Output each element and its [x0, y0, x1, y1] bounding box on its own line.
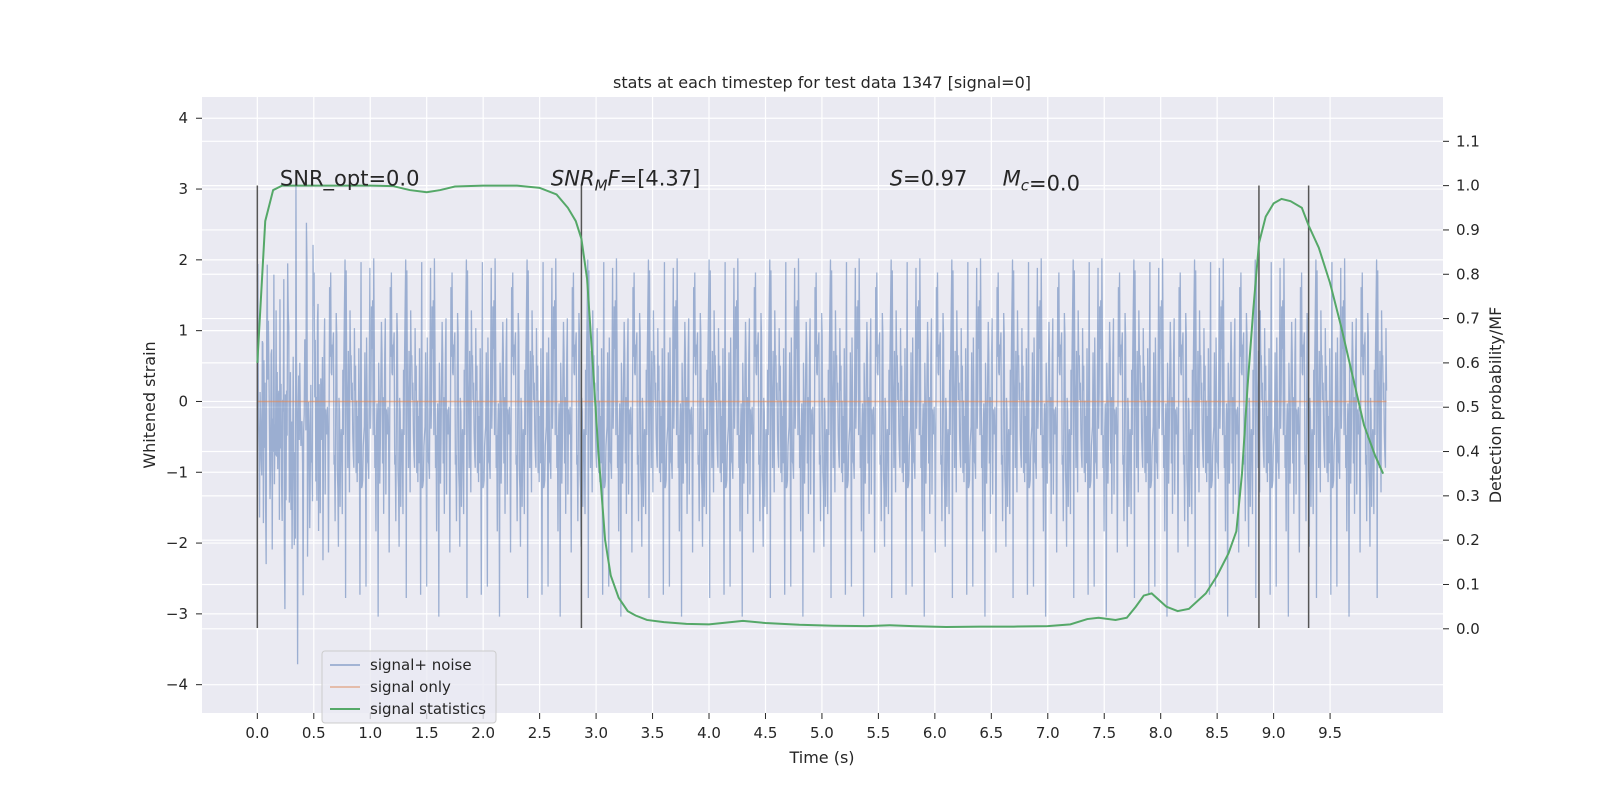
- x-tick-label: 1.5: [415, 724, 439, 742]
- y2-tick-label: 0.3: [1456, 487, 1480, 505]
- x-tick-label: 2.5: [528, 724, 552, 742]
- legend: signal+ noise signal only signal statistic…: [321, 650, 497, 724]
- y2-axis: 0.0 0.1 0.2 0.3 0.4 0.5 0.6 0.7 0.8 0.9 1.0 1.1: [1443, 132, 1480, 638]
- grid: [202, 97, 1443, 713]
- x-tick-label: 1.0: [358, 724, 382, 742]
- y-tick-label: −4: [166, 676, 188, 694]
- y-tick-label: 1: [178, 322, 188, 340]
- x-tick-label: 4.5: [754, 724, 778, 742]
- y-tick-label: 2: [178, 251, 188, 269]
- y2-tick-label: 0.1: [1456, 575, 1480, 593]
- legend-box: [321, 650, 497, 724]
- y-tick-label: −1: [166, 463, 188, 481]
- signal-statistics-line: [256, 184, 1385, 629]
- annotation-text: S=0.97: [890, 167, 968, 191]
- x-tick-label: 3.5: [641, 724, 665, 742]
- y-tick-label: −3: [166, 605, 188, 623]
- legend-label: signal+ noise: [370, 656, 472, 674]
- annotations: SNR_opt=0.0 SNRMF=[4.37] S=0.97 Mc=0.0: [280, 167, 1080, 196]
- chart-title: stats at each timestep for test data 134…: [613, 73, 1031, 92]
- vertical-markers: [256, 185, 1310, 629]
- x-tick-label: 8.5: [1205, 724, 1229, 742]
- x-tick-label: 7.5: [1092, 724, 1116, 742]
- y2-tick-label: 0.5: [1456, 398, 1480, 416]
- y-tick-label: 0: [178, 392, 188, 410]
- x-tick-label: 9.0: [1262, 724, 1286, 742]
- y2-tick-label: 0.0: [1456, 620, 1480, 638]
- x-axis-label: Time (s): [788, 748, 854, 767]
- y-axis-label: Whitened strain: [140, 341, 159, 468]
- x-tick-label: 8.0: [1149, 724, 1173, 742]
- x-tick-label: 6.0: [923, 724, 947, 742]
- annotation-text: SNRMF=[4.37]: [551, 167, 700, 195]
- x-tick-label: 0.0: [245, 724, 269, 742]
- x-tick-label: 7.0: [1036, 724, 1060, 742]
- x-tick-label: 9.5: [1318, 724, 1342, 742]
- y2-axis-label: Detection probability/MF: [1486, 307, 1505, 504]
- x-axis: 0.0 0.5 1.0 1.5 2.0 2.5 3.0 3.5 4.0 4.5 5.0 5.5 6.0 6…: [245, 713, 1342, 742]
- series-signal-noise: [256, 186, 1388, 665]
- x-tick-label: 0.5: [302, 724, 326, 742]
- x-tick-label: 6.5: [979, 724, 1003, 742]
- y-tick-label: −2: [166, 534, 188, 552]
- y2-tick-label: 0.2: [1456, 531, 1480, 549]
- x-tick-label: 5.5: [866, 724, 890, 742]
- y2-tick-label: 1.0: [1456, 177, 1480, 195]
- y-tick-label: 4: [178, 109, 188, 127]
- annotation-text: Mc=0.0: [1003, 167, 1080, 196]
- x-tick-label: 5.0: [810, 724, 834, 742]
- series-signal-statistics: [256, 184, 1385, 629]
- y2-tick-label: 0.8: [1456, 265, 1480, 283]
- legend-label: signal only: [370, 678, 451, 696]
- legend-label: signal statistics: [370, 700, 486, 718]
- x-tick-label: 2.0: [471, 724, 495, 742]
- y2-tick-label: 0.7: [1456, 310, 1480, 328]
- y2-tick-label: 0.9: [1456, 221, 1480, 239]
- annotation-text: SNR_opt=0.0: [280, 167, 420, 192]
- y2-tick-label: 0.6: [1456, 354, 1480, 372]
- x-tick-label: 4.0: [697, 724, 721, 742]
- signal-noise-line: [256, 186, 1388, 665]
- y2-tick-label: 1.1: [1456, 132, 1480, 150]
- y-tick-label: 3: [178, 180, 188, 198]
- y-axis: −4 −3 −2 −1 0 1 2 3 4: [166, 109, 202, 694]
- y2-tick-label: 0.4: [1456, 443, 1480, 461]
- x-tick-label: 3.0: [584, 724, 608, 742]
